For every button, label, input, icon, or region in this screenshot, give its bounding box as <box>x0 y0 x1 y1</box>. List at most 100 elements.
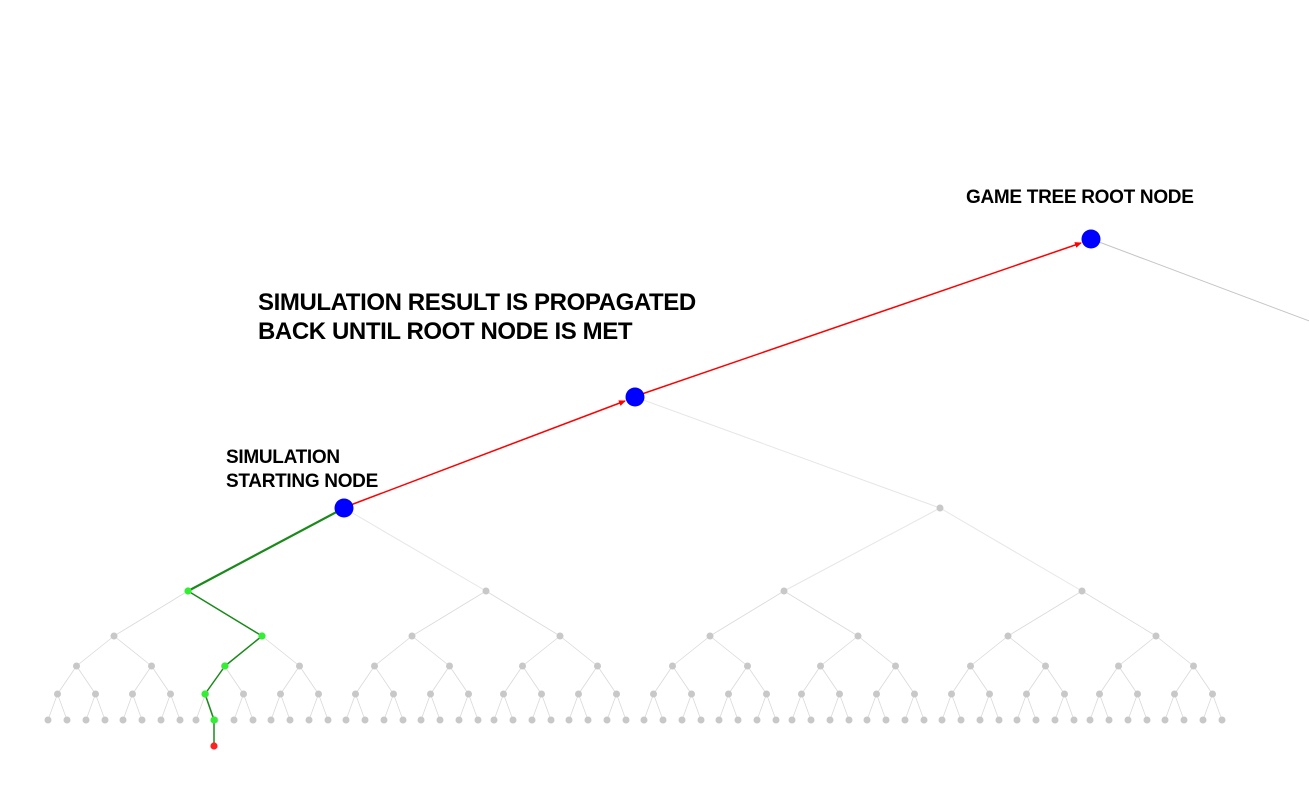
tree-node <box>565 716 573 724</box>
tree-edge <box>531 693 542 721</box>
tree-edge <box>939 507 1083 592</box>
simulation-edge <box>187 590 263 637</box>
tree-edge <box>691 693 702 721</box>
tree-edge <box>597 665 617 695</box>
tree-edge <box>160 693 171 721</box>
tree-node <box>986 690 993 698</box>
tree-node <box>882 716 890 724</box>
tree-node <box>798 690 805 698</box>
tree-edge <box>672 635 711 667</box>
tree-edge <box>1164 693 1175 721</box>
tree-node <box>976 716 984 724</box>
tree-node <box>538 690 545 698</box>
tree-node <box>157 716 165 724</box>
tree-edge <box>783 590 859 637</box>
tree-node <box>1152 632 1160 640</box>
tree-edge <box>1026 665 1046 695</box>
tree-edge <box>76 665 96 695</box>
tree-edge <box>801 693 812 721</box>
tree-edge <box>280 665 300 695</box>
tree-edge <box>113 590 189 637</box>
tree-node <box>352 690 359 698</box>
tree-node <box>1134 690 1141 698</box>
tree-node <box>1105 716 1113 724</box>
tree-edge <box>578 693 589 721</box>
simulation-starting-node <box>334 498 354 518</box>
tree-node <box>911 690 918 698</box>
tree-edge <box>653 693 664 721</box>
tree-edge <box>951 693 962 721</box>
tree-edge <box>1212 693 1223 721</box>
tree-edge <box>634 396 941 509</box>
tree-edge <box>709 590 785 637</box>
tree-node <box>556 632 564 640</box>
backprop-edge <box>347 400 626 507</box>
simulation-node <box>201 690 209 698</box>
tree-node <box>1180 716 1188 724</box>
tree-node <box>1199 716 1207 724</box>
tree-edge <box>1099 693 1110 721</box>
tree-node <box>995 716 1003 724</box>
tree-node <box>744 662 751 670</box>
tree-node <box>528 716 536 724</box>
tree-edge <box>728 693 739 721</box>
tree-edge <box>1007 635 1046 667</box>
tree-edge <box>756 693 767 721</box>
tree-edge <box>747 665 767 695</box>
tree-node <box>948 690 955 698</box>
tree-edge <box>820 635 859 667</box>
tree-edge <box>299 665 319 695</box>
tree-edge <box>1016 693 1027 721</box>
tree-edge <box>801 665 821 695</box>
tree-node <box>230 716 238 724</box>
tree-edge <box>132 665 152 695</box>
tree-node <box>1218 716 1226 724</box>
tree-node <box>138 716 146 724</box>
tree-node <box>1115 662 1122 670</box>
tree-node <box>1096 690 1103 698</box>
tree-node <box>73 662 80 670</box>
tree-node <box>575 690 582 698</box>
tree-node <box>286 716 294 724</box>
tree-edge <box>829 693 840 721</box>
tree-node <box>509 716 517 724</box>
backprop-edge <box>638 242 1082 396</box>
tree-edge <box>568 693 579 721</box>
tree-edge <box>355 665 375 695</box>
tree-edge <box>522 665 542 695</box>
simulation-path <box>187 507 345 746</box>
tree-edge <box>170 693 181 721</box>
tree-edge <box>904 693 915 721</box>
tree-edge <box>857 635 896 667</box>
tree-node <box>603 716 611 724</box>
tree-node <box>148 662 155 670</box>
tree-node <box>613 690 620 698</box>
tree-edge <box>195 693 206 721</box>
simulation-node <box>258 632 266 640</box>
tree-edge <box>559 635 598 667</box>
tree-nodes <box>44 504 1226 724</box>
tree-node <box>957 716 965 724</box>
tree-edge <box>85 693 96 721</box>
tree-edge <box>57 693 68 721</box>
tree-edge <box>411 635 450 667</box>
tree-node <box>277 690 284 698</box>
tree-node <box>1032 716 1040 724</box>
tree-node <box>594 662 601 670</box>
tree-edge <box>95 693 106 721</box>
tree-node <box>249 716 257 724</box>
tree-node <box>399 716 407 724</box>
propagation-label-line2: BACK UNTIL ROOT NODE IS MET <box>258 318 633 345</box>
tree-node <box>1078 587 1086 595</box>
tree-edge <box>979 693 990 721</box>
tree-edge <box>616 693 627 721</box>
tree-edge <box>1089 693 1100 721</box>
tree-edge <box>914 693 925 721</box>
tree-edge <box>728 665 748 695</box>
intermediate-node <box>625 387 645 407</box>
tree-node <box>763 690 770 698</box>
tree-edge <box>343 507 487 592</box>
tree-edge <box>1137 693 1148 721</box>
tree-node <box>474 716 482 724</box>
